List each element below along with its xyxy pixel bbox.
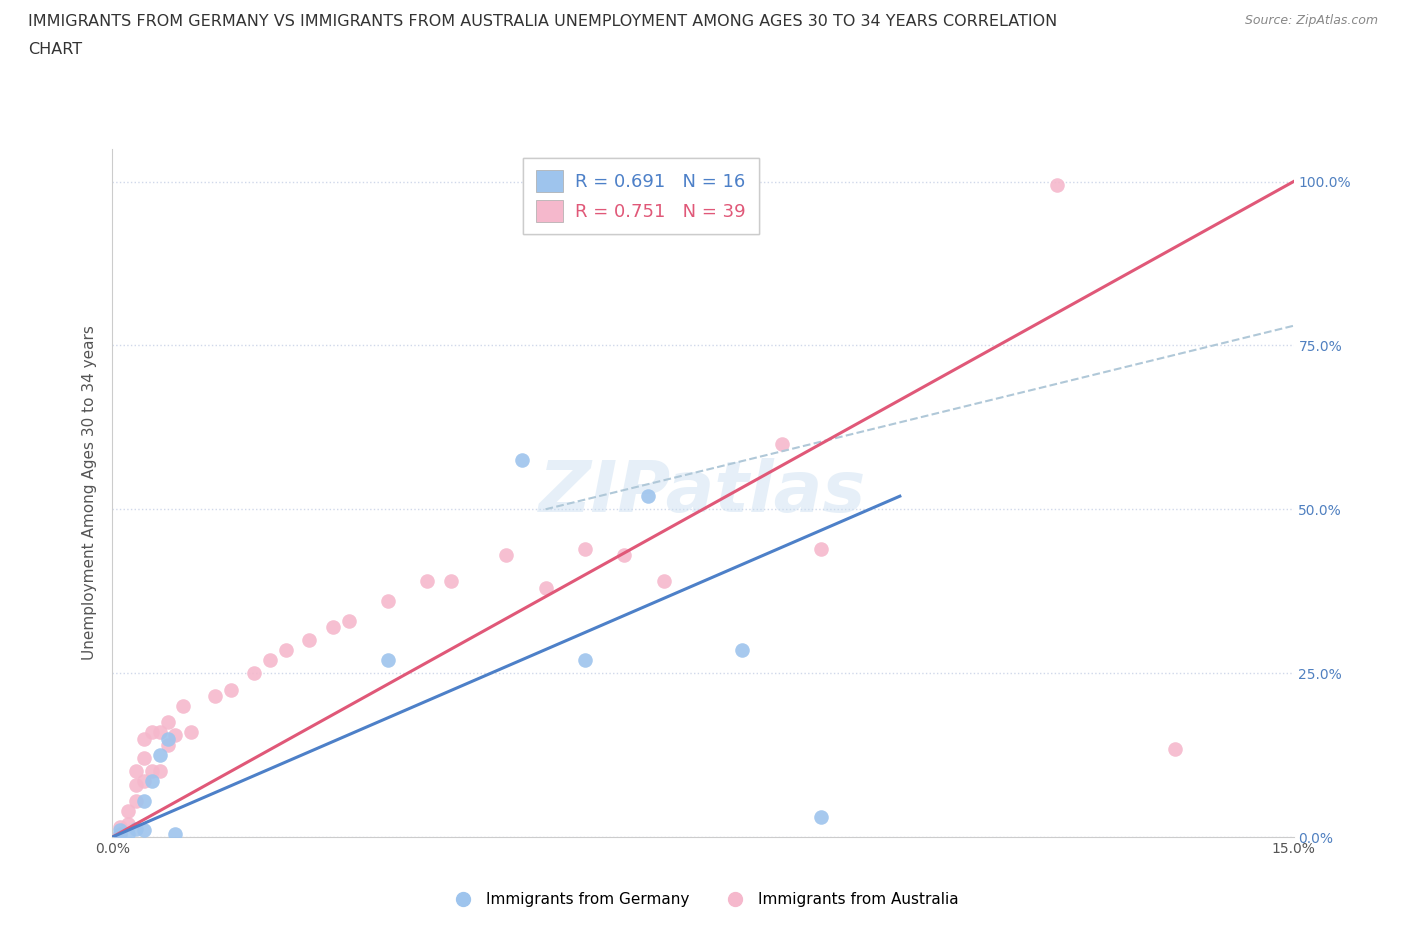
Point [243, 666, 266, 681]
Point [117, 826, 139, 841]
Point [574, 541, 596, 556]
Point [149, 748, 172, 763]
Point [141, 774, 163, 789]
Point [259, 653, 281, 668]
Point [534, 580, 557, 595]
Text: IMMIGRANTS FROM GERMANY VS IMMIGRANTS FROM AUSTRALIA UNEMPLOYMENT AMONG AGES 30 : IMMIGRANTS FROM GERMANY VS IMMIGRANTS FR… [28, 14, 1057, 29]
Point [156, 737, 179, 752]
Point [132, 751, 155, 765]
Text: ZIPatlas: ZIPatlas [540, 458, 866, 527]
Point [110, 826, 132, 841]
Point [416, 574, 439, 589]
Point [637, 489, 659, 504]
Point [274, 643, 297, 658]
Point [117, 817, 139, 831]
Point [337, 613, 360, 628]
Point [613, 548, 636, 563]
Y-axis label: Unemployment Among Ages 30 to 34 years: Unemployment Among Ages 30 to 34 years [82, 326, 97, 660]
Point [125, 822, 148, 837]
Point [165, 826, 187, 841]
Point [770, 436, 793, 451]
Point [156, 731, 179, 746]
Point [117, 804, 139, 818]
Point [132, 731, 155, 746]
Point [377, 653, 399, 668]
Text: Source: ZipAtlas.com: Source: ZipAtlas.com [1244, 14, 1378, 27]
Point [149, 724, 172, 739]
Point [810, 541, 832, 556]
Point [731, 643, 754, 658]
Point [180, 724, 202, 739]
Point [132, 793, 155, 808]
Point [149, 764, 172, 779]
Text: CHART: CHART [28, 42, 82, 57]
Point [132, 823, 155, 838]
Point [322, 619, 344, 634]
Point [810, 810, 832, 825]
Legend: R = 0.691   N = 16, R = 0.751   N = 39: R = 0.691 N = 16, R = 0.751 N = 39 [523, 158, 759, 234]
Point [204, 688, 226, 703]
Point [125, 777, 148, 792]
Point [1164, 741, 1187, 756]
Legend: Immigrants from Germany, Immigrants from Australia: Immigrants from Germany, Immigrants from… [441, 886, 965, 913]
Point [440, 574, 463, 589]
Point [574, 653, 596, 668]
Point [1046, 178, 1069, 193]
Point [141, 724, 163, 739]
Point [298, 633, 321, 648]
Point [132, 774, 155, 789]
Point [110, 823, 132, 838]
Point [495, 548, 517, 563]
Point [125, 793, 148, 808]
Point [377, 593, 399, 608]
Point [110, 819, 132, 834]
Point [156, 715, 179, 730]
Point [172, 698, 194, 713]
Point [141, 764, 163, 779]
Point [125, 764, 148, 779]
Point [219, 682, 242, 697]
Point [165, 728, 187, 743]
Point [510, 453, 533, 468]
Point [652, 574, 675, 589]
Point [110, 826, 132, 841]
